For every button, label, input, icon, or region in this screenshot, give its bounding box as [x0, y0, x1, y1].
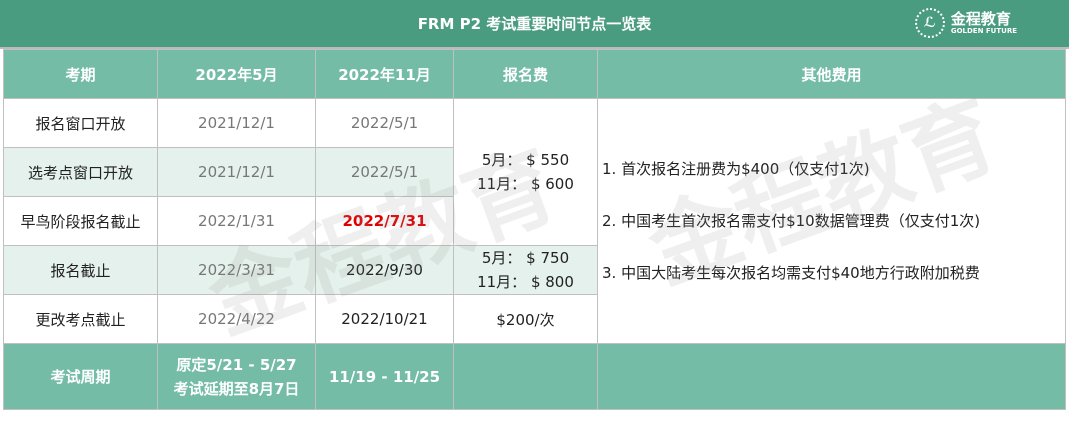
row-label: 考试周期: [3, 343, 158, 410]
row-label: 选考点窗口开放: [3, 147, 158, 197]
fee-nov: 11月： $ 600: [477, 175, 574, 193]
nov-date: 2022/9/30: [315, 245, 454, 295]
table-row: 报名截止 2022/3/31 2022/9/30 5月： $ 750 11月： $…: [3, 245, 1066, 295]
schedule-table: 考期 2022年5月 2022年11月 报名费 其他费用 报名窗口开放 2021…: [3, 49, 1066, 410]
other-fee-item: 1. 首次报名注册费为$400（仅支付1次): [602, 160, 870, 178]
nov-date: 2022/10/21: [315, 294, 454, 344]
table-row: 早鸟阶段报名截止 2022/1/31 2022/7/31: [3, 196, 1066, 246]
header-cell: 报名费: [453, 49, 598, 99]
row-label: 报名截止: [3, 245, 158, 295]
logo-seal-icon: ℒ: [914, 8, 945, 38]
early-fee-cell: 5月： $ 550 11月： $ 600: [453, 98, 598, 246]
logo-subtitle: GOLDEN FUTURE: [950, 26, 1017, 35]
may-period-postponed: 考试延期至8月7日: [173, 379, 300, 398]
header-cell: 2022年5月: [157, 49, 316, 99]
header-row: 考期 2022年5月 2022年11月 报名费 其他费用: [3, 49, 1066, 99]
other-fees-cell: 1. 首次报名注册费为$400（仅支付1次) 2. 中国考生首次报名需支付$10…: [597, 98, 1066, 344]
may-date: 2021/12/1: [157, 147, 316, 197]
nov-date: 2022/5/1: [315, 147, 454, 197]
may-date: 2022/1/31: [157, 196, 316, 246]
header-cell: 考期: [3, 49, 158, 99]
logo: ℒ 金程教育 GOLDEN FUTURE: [914, 8, 1017, 38]
table-row: 报名窗口开放 2021/12/1 2022/5/1 5月： $ 550 11月： …: [3, 98, 1066, 344]
fee-may: 5月： $ 750: [481, 249, 570, 267]
row-label: 更改考点截止: [3, 294, 158, 344]
may-period-original: 原定5/21 - 5/27: [176, 355, 297, 374]
empty-cell: [597, 343, 1066, 410]
other-fee-item: 2. 中国考生首次报名需支付$10数据管理费（仅支付1次): [602, 212, 981, 230]
title-bar: FRM P2 考试重要时间节点一览表 ℒ 金程教育 GOLDEN FUTURE: [0, 0, 1069, 49]
may-period: 原定5/21 - 5/27 考试延期至8月7日: [157, 343, 316, 410]
may-date: 2022/3/31: [157, 245, 316, 295]
header-cell: 2022年11月: [315, 49, 454, 99]
other-fee-item: 3. 中国大陆考生每次报名均需支付$40地方行政附加税费: [602, 264, 980, 282]
may-date: 2022/4/22: [157, 294, 316, 344]
table-row: 选考点窗口开放 2021/12/1 2022/5/1: [3, 147, 1066, 197]
row-label: 报名窗口开放: [3, 98, 158, 148]
header-cell: 其他费用: [597, 49, 1066, 99]
empty-cell: [453, 343, 598, 410]
standard-fee-cell: 5月： $ 750 11月： $ 800: [453, 245, 598, 295]
fee-nov: 11月： $ 800: [477, 273, 574, 291]
nov-date: 2022/7/31: [315, 196, 454, 246]
exam-period-row: 考试周期 原定5/21 - 5/27 考试延期至8月7日 11/19 - 11/2…: [3, 343, 1066, 410]
nov-period: 11/19 - 11/25: [315, 343, 454, 410]
row-label: 早鸟阶段报名截止: [3, 196, 158, 246]
change-fee-cell: $200/次: [453, 294, 598, 344]
page-title: FRM P2 考试重要时间节点一览表: [417, 15, 652, 33]
fee-may: 5月： $ 550: [481, 151, 570, 169]
may-date: 2021/12/1: [157, 98, 316, 148]
nov-date: 2022/5/1: [315, 98, 454, 148]
logo-name: 金程教育: [950, 9, 1011, 28]
